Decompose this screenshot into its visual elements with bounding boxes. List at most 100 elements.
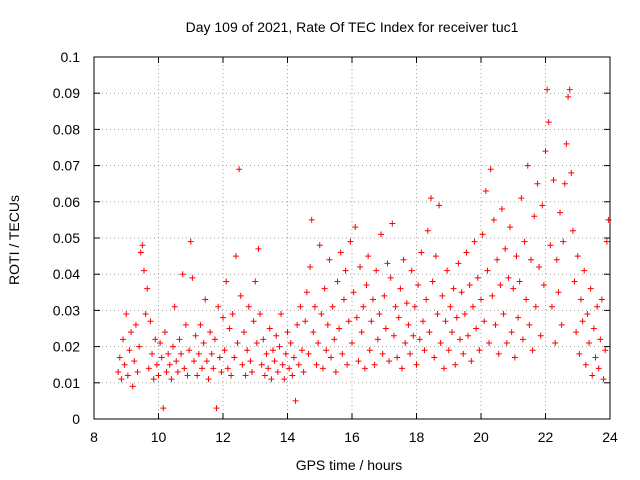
data-point	[382, 325, 389, 332]
data-point	[149, 350, 156, 357]
data-point	[368, 318, 375, 325]
data-point	[555, 289, 562, 296]
data-point	[144, 285, 151, 292]
data-point	[353, 314, 360, 321]
data-point	[371, 361, 378, 368]
data-point	[442, 318, 449, 325]
data-point	[166, 361, 173, 368]
data-point	[124, 372, 131, 379]
data-point	[408, 267, 415, 274]
x-tick-label: 22	[538, 429, 554, 445]
x-tick-labels: 8 10 12 14 16 18 20 22 24	[90, 429, 618, 445]
data-point	[521, 238, 528, 245]
data-point	[524, 162, 531, 169]
data-point	[440, 365, 447, 372]
data-point	[582, 361, 589, 368]
data-point	[181, 365, 188, 372]
data-point	[429, 278, 436, 285]
data-point	[531, 213, 538, 220]
data-point	[376, 311, 383, 318]
data-point	[419, 318, 426, 325]
data-point	[360, 303, 367, 310]
data-point	[326, 256, 333, 263]
data-point	[410, 332, 417, 339]
data-point	[565, 93, 572, 100]
data-point	[365, 253, 372, 260]
data-point	[465, 332, 472, 339]
y-tick-label: 0.02	[53, 339, 80, 355]
data-point	[279, 361, 286, 368]
y-tick-label: 0.04	[53, 266, 80, 282]
data-point	[299, 347, 306, 354]
data-point	[263, 350, 270, 357]
data-point	[547, 242, 554, 249]
data-point	[461, 311, 468, 318]
data-point	[444, 267, 451, 274]
data-point	[342, 267, 349, 274]
data-point	[192, 332, 199, 339]
data-point	[200, 339, 207, 346]
data-point	[503, 339, 510, 346]
data-point	[168, 376, 175, 383]
data-point	[552, 339, 559, 346]
data-point	[560, 238, 567, 245]
data-point	[184, 372, 191, 379]
y-tick-label: 0	[72, 411, 80, 427]
data-point	[468, 358, 475, 365]
data-point	[526, 321, 533, 328]
data-point	[494, 256, 501, 263]
data-point	[532, 303, 539, 310]
data-point	[478, 296, 484, 303]
data-point	[344, 361, 351, 368]
data-point	[253, 339, 260, 346]
data-point	[332, 368, 339, 375]
data-point	[210, 365, 217, 372]
data-point	[374, 336, 381, 343]
data-point	[328, 354, 335, 361]
data-point	[269, 347, 276, 354]
y-tick-label: 0.08	[53, 121, 80, 137]
data-point	[289, 372, 296, 379]
data-point	[313, 361, 320, 368]
data-point	[550, 177, 557, 184]
data-point	[484, 267, 491, 274]
data-point	[340, 296, 347, 303]
x-tick-label: 20	[473, 429, 489, 445]
data-point	[197, 321, 204, 328]
x-tick-label: 16	[344, 429, 360, 445]
data-point	[140, 267, 147, 274]
data-point	[163, 368, 170, 375]
data-point	[274, 368, 281, 375]
data-point	[315, 339, 322, 346]
data-point	[174, 368, 181, 375]
data-point	[250, 318, 257, 325]
data-point	[450, 285, 457, 292]
data-point	[558, 321, 565, 328]
data-point	[603, 238, 610, 245]
data-point	[305, 350, 312, 357]
data-point	[544, 86, 551, 93]
data-point	[337, 249, 344, 256]
y-tick-label: 0.03	[53, 302, 80, 318]
y-tick-label: 0.07	[53, 158, 80, 174]
data-point	[215, 303, 222, 310]
data-point	[516, 278, 523, 285]
data-point	[303, 289, 310, 296]
data-point	[390, 332, 397, 339]
data-point	[349, 339, 355, 346]
data-point	[281, 376, 288, 383]
data-point	[579, 318, 586, 325]
data-point	[276, 343, 283, 350]
data-point	[147, 318, 154, 325]
data-point	[323, 347, 330, 354]
data-point	[171, 303, 178, 310]
data-point	[574, 253, 581, 260]
data-point	[157, 339, 164, 346]
data-point	[507, 224, 514, 231]
data-point	[300, 368, 307, 375]
data-point	[373, 267, 380, 274]
data-point	[452, 361, 459, 368]
data-point	[471, 238, 478, 245]
data-point	[523, 296, 530, 303]
